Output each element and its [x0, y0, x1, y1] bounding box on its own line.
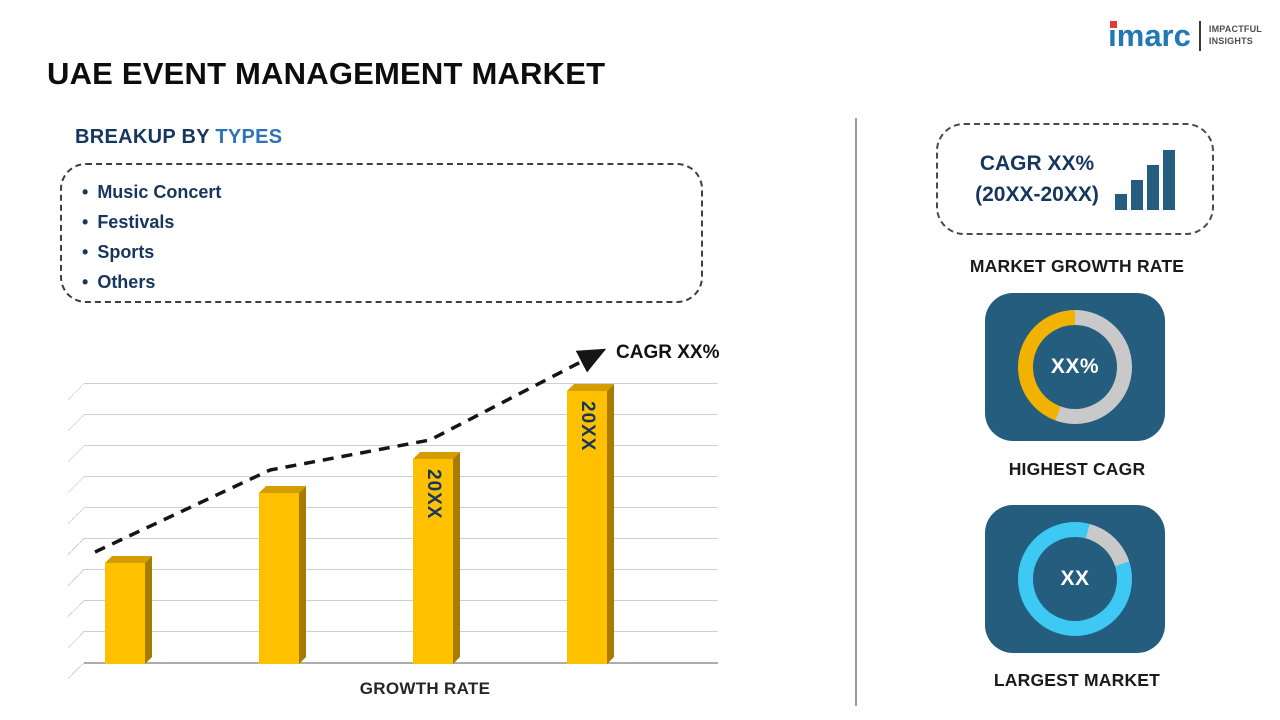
largest-market-donut-chart: XX — [1018, 522, 1132, 636]
highest-cagr-donut-chart: XX% — [1018, 310, 1132, 424]
cagr-box-text: CAGR XX% (20XX-20XX) — [975, 148, 1099, 211]
logo-separator — [1198, 20, 1201, 51]
cagr-box: CAGR XX% (20XX-20XX) — [936, 123, 1214, 235]
bullet-icon: • — [82, 242, 89, 262]
chart-bar — [259, 493, 299, 664]
breakup-heading-accent: TYPES — [215, 126, 283, 148]
logo-tagline: IMPACTFUL INSIGHTS — [1209, 24, 1262, 47]
list-item: • Music Concert — [82, 177, 681, 207]
bar-label: 20XX — [577, 401, 598, 452]
cagr-annotation: CAGR XX% — [616, 342, 720, 363]
page-title: UAE EVENT MANAGEMENT MARKET — [47, 56, 606, 91]
logo-brand-text: imarc — [1108, 20, 1191, 51]
largest-market-value: XX — [1060, 567, 1090, 590]
market-growth-rate-label: MARKET GROWTH RATE — [969, 256, 1185, 276]
list-item: • Others — [82, 267, 681, 297]
logo-wordmark: imarc — [1108, 18, 1191, 53]
list-item-label: Others — [97, 272, 156, 292]
largest-market-label: LARGEST MARKET — [993, 670, 1161, 690]
x-axis-label: GROWTH RATE — [359, 679, 491, 698]
imarc-logo: imarc IMPACTFUL INSIGHTS — [1108, 20, 1262, 51]
cagr-box-line1: CAGR XX% — [979, 151, 1095, 175]
types-box: • Music Concert • Festivals • Sports • Other… — [60, 163, 703, 303]
logo-tagline-line1: IMPACTFUL — [1208, 23, 1262, 34]
bullet-icon: • — [82, 212, 89, 232]
highest-cagr-label: HIGHEST CAGR — [1008, 459, 1146, 479]
bullet-icon: • — [82, 182, 89, 202]
chart-bar — [105, 563, 145, 664]
types-list: • Music Concert • Festivals • Sports • Other… — [82, 177, 681, 297]
bar-label: 20XX — [423, 469, 444, 520]
list-item-label: Sports — [97, 242, 155, 262]
breakup-heading: BREAKUP BY TYPES — [75, 126, 282, 149]
chart-bar: 20XX — [413, 459, 453, 664]
logo-tagline-line2: INSIGHTS — [1208, 35, 1253, 46]
chart-3d-depth — [68, 383, 84, 680]
logo-red-dot-icon — [1110, 21, 1118, 28]
growth-rate-chart: 20XX 20XX CAGR XX% — [68, 340, 720, 680]
vertical-divider — [855, 118, 857, 706]
bars: 20XX 20XX — [105, 383, 607, 664]
bullet-icon: • — [82, 272, 89, 292]
list-item: • Festivals — [82, 207, 681, 237]
chart-bar: 20XX — [567, 391, 607, 664]
cagr-box-line2: (20XX-20XX) — [975, 183, 1099, 206]
list-item-label: Music Concert — [97, 182, 222, 202]
list-item: • Sports — [82, 237, 681, 267]
breakup-heading-prefix: BREAKUP BY — [75, 126, 216, 148]
highest-cagr-panel: XX% — [985, 293, 1165, 441]
highest-cagr-value: XX% — [1050, 355, 1100, 378]
bar-chart-icon — [1114, 148, 1175, 210]
largest-market-panel: XX — [985, 505, 1165, 653]
list-item-label: Festivals — [97, 212, 175, 232]
